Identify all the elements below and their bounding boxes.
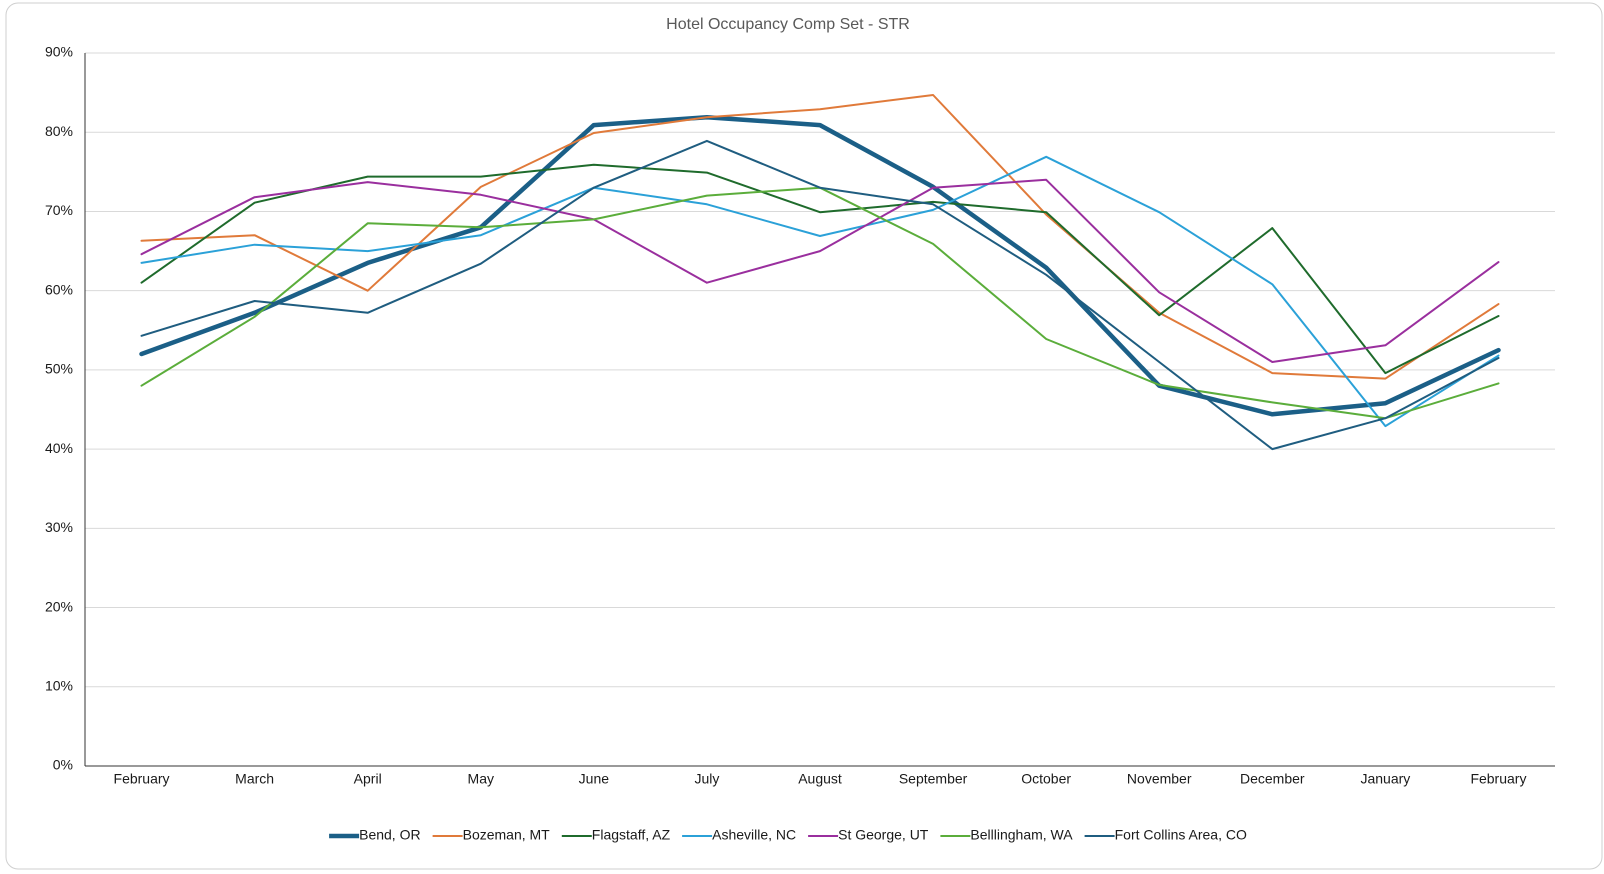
y-tick-label: 70% <box>45 202 73 218</box>
y-tick-label: 30% <box>45 519 73 535</box>
legend-item: Flagstaff, AZ <box>561 827 671 843</box>
x-tick-label: May <box>468 771 494 787</box>
x-tick-label: June <box>579 771 610 787</box>
y-tick-label: 20% <box>45 598 73 614</box>
legend: Bend, OR Bozeman, MT Flagstaff, AZ Ashevill… <box>329 827 1247 843</box>
x-tick-label: February <box>114 771 170 787</box>
x-tick-label: January <box>1360 771 1410 787</box>
legend-label: St George, UT <box>838 827 929 843</box>
y-tick-label: 90% <box>45 44 73 60</box>
legend-item: Bozeman, MT <box>432 827 551 843</box>
legend-label: Bend, OR <box>359 827 420 843</box>
legend-item: Bend, OR <box>329 827 421 843</box>
legend-item: Asheville, NC <box>682 827 796 843</box>
series-line <box>139 114 1501 417</box>
grid <box>85 52 1555 767</box>
x-tick-label: November <box>1127 771 1192 787</box>
legend-item: St George, UT <box>808 827 929 843</box>
series-line <box>140 94 1500 380</box>
y-tick-label: 10% <box>45 677 73 693</box>
chart-frame <box>5 2 1603 870</box>
y-tick-label: 40% <box>45 440 73 456</box>
y-tick-label: 0% <box>53 757 73 773</box>
series-line <box>140 155 1500 428</box>
legend-label: Fort Collins Area, CO <box>1115 827 1247 843</box>
legend-item: Fort Collins Area, CO <box>1084 827 1247 843</box>
legend-label: Flagstaff, AZ <box>592 827 671 843</box>
chart-title: Hotel Occupancy Comp Set - STR <box>666 16 910 33</box>
x-tick-label: October <box>1021 771 1071 787</box>
lines <box>139 94 1501 451</box>
x-tick-label: February <box>1470 771 1526 787</box>
legend-label: Asheville, NC <box>712 827 796 843</box>
y-tick-label: 50% <box>45 361 73 377</box>
y-tick-label: 80% <box>45 123 73 139</box>
legend-item: Belllingham, WA <box>940 827 1073 843</box>
x-tick-label: March <box>235 771 274 787</box>
series-line <box>140 163 1500 375</box>
legend-label: Bozeman, MT <box>463 827 551 843</box>
series-line <box>140 178 1500 363</box>
series-line <box>140 139 1500 451</box>
x-tick-label: April <box>354 771 382 787</box>
x-tick-label: September <box>899 771 968 787</box>
y-tick-label: 60% <box>45 281 73 297</box>
legend-label: Belllingham, WA <box>970 827 1073 843</box>
x-tick-label: August <box>798 771 842 787</box>
x-tick-label: December <box>1240 771 1305 787</box>
x-tick-label: July <box>694 771 719 787</box>
